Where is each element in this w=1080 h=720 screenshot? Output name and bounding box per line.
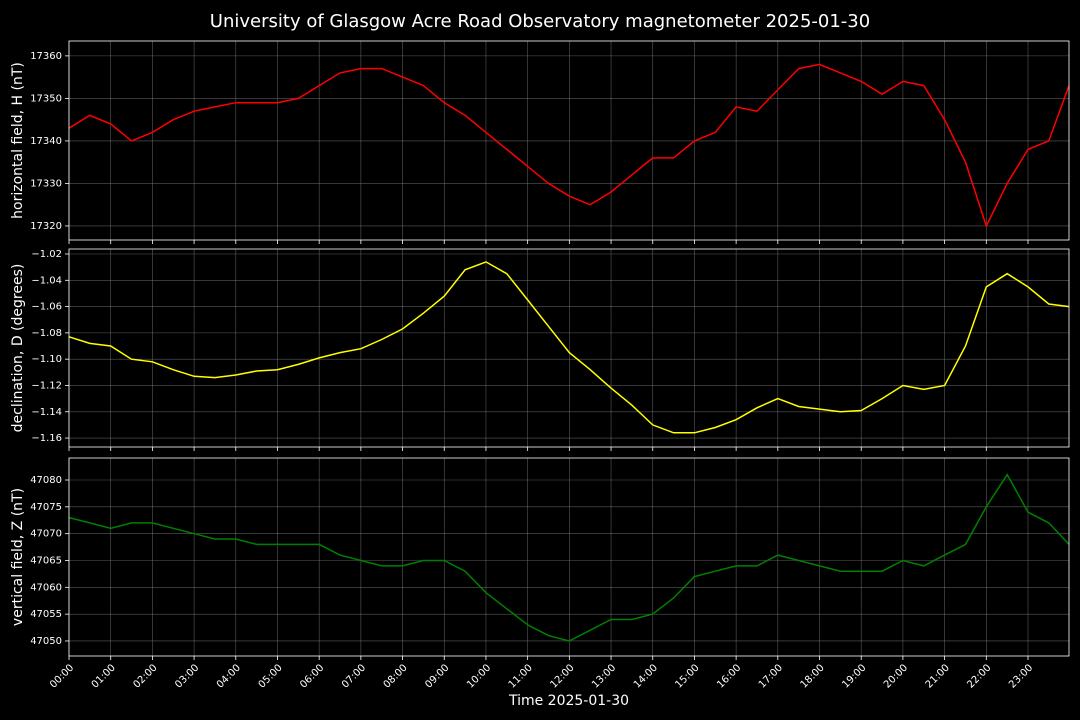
data-line <box>68 261 1070 434</box>
y-axis-label: vertical field, Z (nT) <box>10 488 26 626</box>
y-tick-label: −1.02 <box>31 249 62 260</box>
y-tick-label: 47055 <box>30 609 62 620</box>
y-tick-label: −1.04 <box>31 275 62 286</box>
y-tick-label: 17340 <box>30 136 62 147</box>
y-axis-label: horizontal field, H (nT) <box>10 62 26 219</box>
y-tick-label: 47070 <box>30 529 62 540</box>
y-tick-label: −1.14 <box>31 407 62 418</box>
y-tick-label: 47075 <box>30 502 62 513</box>
plot-frame <box>68 457 1070 657</box>
y-tick-label: 17360 <box>30 51 62 62</box>
y-tick-label: 17350 <box>30 93 62 104</box>
plot-area <box>69 41 1069 240</box>
y-tick-label: 17320 <box>30 221 62 232</box>
y-tick-label: 47050 <box>30 636 62 647</box>
plot-area <box>69 458 1069 656</box>
figure-title: University of Glasgow Acre Road Observat… <box>210 11 870 32</box>
y-tick-label: 47080 <box>30 475 62 486</box>
plot-frame <box>68 248 1070 448</box>
plot-frame <box>68 40 1070 241</box>
data-line <box>68 63 1070 228</box>
data-line <box>68 473 1070 642</box>
y-tick-label: −1.12 <box>31 380 62 391</box>
y-tick-label: −1.16 <box>31 433 62 444</box>
y-tick-label: 47060 <box>30 582 62 593</box>
y-tick-label: −1.08 <box>31 328 62 339</box>
plot-area <box>69 249 1069 447</box>
y-tick-label: 17330 <box>30 178 62 189</box>
y-tick-label: −1.10 <box>31 354 62 365</box>
y-tick-label: −1.06 <box>31 302 62 313</box>
y-tick-label: 47065 <box>30 555 62 566</box>
x-axis-label: Time 2025-01-30 <box>508 693 629 709</box>
y-axis-label: declination, D (degrees) <box>10 264 26 433</box>
